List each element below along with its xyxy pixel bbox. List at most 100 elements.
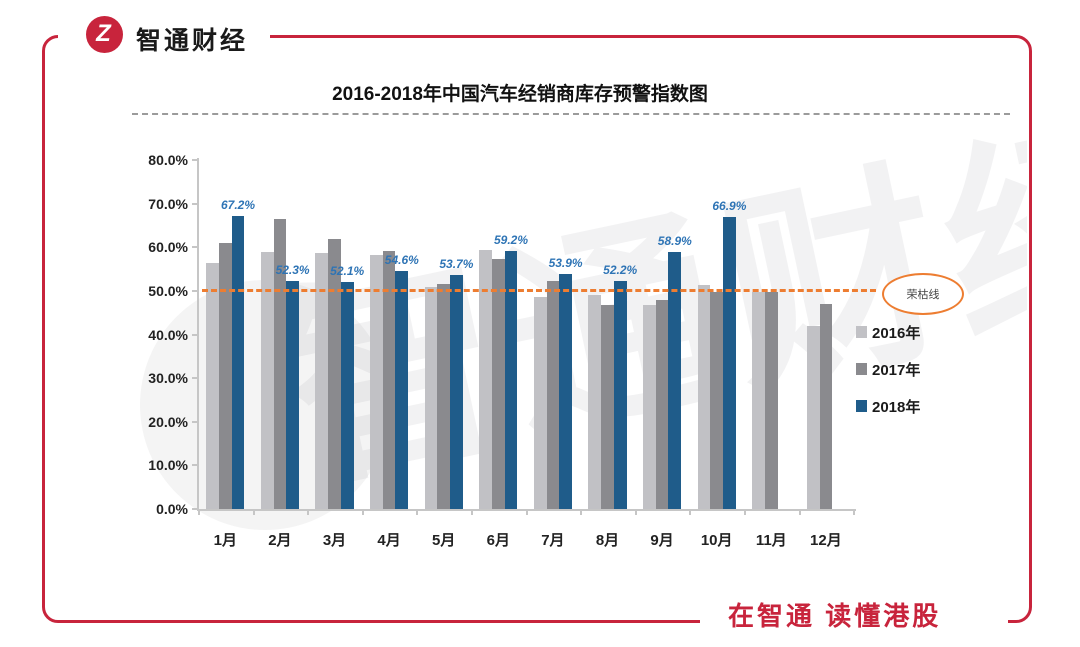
y-tick [192, 202, 197, 205]
bar-value-label: 52.1% [330, 263, 365, 278]
bar-2017年-8月 [601, 304, 614, 509]
bar-2016年-9月 [643, 305, 656, 509]
bar-2018年-1月 [231, 215, 245, 509]
y-tick-label: 70.0% [148, 195, 188, 212]
bar-value-label: 59.2% [493, 232, 529, 247]
x-tick [853, 509, 856, 515]
bar-2016年-3月 [315, 253, 329, 509]
bar-2017年-7月 [546, 281, 560, 509]
bar-2017年-4月 [382, 250, 396, 509]
x-tick-label: 8月 [595, 532, 620, 549]
bar-value-label: 53.9% [548, 255, 583, 270]
bar-2018年-7月 [559, 273, 572, 509]
y-tick-label: 50.0% [148, 282, 188, 299]
y-tick-label: 40.0% [148, 326, 188, 343]
zhitong-logo-icon: Z [86, 16, 123, 53]
y-tick [192, 333, 197, 336]
bar-2018年-2月 [286, 280, 299, 509]
decorative-frame [42, 35, 1032, 623]
threshold-line [202, 289, 876, 292]
legend: 2016年 2017年 2018年 [856, 324, 920, 435]
bar-2018年-5月 [450, 274, 463, 509]
x-tick-label: 3月 [322, 532, 347, 549]
logo-glyph: Z [96, 19, 111, 47]
legend-swatch-2017 [856, 363, 867, 375]
y-tick-label: 80.0% [148, 152, 188, 168]
bar-2017年-3月 [328, 239, 341, 509]
bar-value-label: 53.7% [439, 256, 474, 271]
bar-2018年-4月 [395, 270, 409, 509]
legend-label-2016: 2016年 [872, 324, 921, 342]
x-tick-label: 2月 [268, 532, 292, 549]
bar-2018年-10月 [723, 217, 736, 509]
y-tick [192, 508, 197, 510]
x-tick [744, 509, 746, 515]
legend-item-2018: 2018年 [856, 398, 921, 416]
legend-label-2018: 2018年 [872, 398, 921, 416]
bar-2018年-3月 [340, 281, 354, 509]
bar-2017年-11月 [764, 292, 778, 509]
x-tick [361, 509, 364, 515]
footer-slogan: 在智通 读懂港股 [728, 601, 942, 631]
legend-label-2017: 2017年 [872, 361, 921, 379]
bar-2016年-8月 [588, 295, 602, 509]
x-tick-label: 5月 [432, 532, 456, 549]
bar-2017年-1月 [218, 242, 232, 509]
legend-swatch-2016 [856, 326, 867, 338]
y-tick [192, 420, 197, 423]
x-tick [689, 509, 692, 515]
x-tick [252, 509, 255, 515]
y-tick [192, 159, 197, 161]
bar-2016年-11月 [752, 292, 765, 509]
x-tick [471, 509, 473, 515]
x-tick-label: 1月 [213, 532, 237, 549]
x-tick [798, 509, 801, 515]
title-separator [132, 113, 1010, 115]
x-tick-label: 10月 [700, 532, 733, 549]
y-tick-label: 60.0% [148, 239, 188, 256]
y-axis-line [197, 158, 199, 510]
bar-2016年-7月 [533, 296, 547, 509]
bar-value-label: 66.9% [712, 199, 747, 214]
chart-title: 2016-2018年中国汽车经销商库存预警指数图 [332, 84, 708, 105]
x-tick-label: 6月 [486, 532, 510, 549]
y-tick-label: 30.0% [148, 370, 188, 387]
brand-name: 智通财经 [136, 27, 249, 55]
x-tick-label: 7月 [541, 532, 565, 549]
bar-value-label: 58.9% [657, 234, 692, 249]
x-tick-label: 9月 [650, 532, 674, 549]
y-tick-label: 10.0% [148, 457, 188, 474]
legend-swatch-2018 [856, 400, 867, 412]
bar-2017年-6月 [491, 259, 505, 509]
y-tick [192, 289, 197, 292]
y-tick [192, 377, 197, 380]
bar-2017年-5月 [437, 284, 451, 509]
bar-value-label: 52.2% [603, 263, 638, 278]
y-tick-label: 20.0% [148, 413, 188, 430]
x-tick-label: 12月 [810, 532, 842, 549]
bar-2017年-10月 [710, 292, 724, 509]
bar-2018年-9月 [668, 252, 682, 509]
bar-value-label: 67.2% [220, 197, 256, 212]
y-tick-label: 0.0% [156, 501, 188, 517]
bar-value-label: 52.3% [275, 262, 310, 277]
threshold-annotation: 荣枯线 [882, 273, 964, 315]
bar-value-label: 54.6% [384, 252, 419, 267]
frame-gap-bottom [700, 612, 1008, 628]
bar-2017年-9月 [655, 299, 669, 509]
x-tick [416, 509, 419, 515]
bar-2016年-2月 [260, 252, 274, 509]
bar-2017年-12月 [819, 303, 833, 509]
bar-2016年-1月 [206, 263, 219, 509]
y-tick [192, 246, 197, 249]
y-tick [192, 464, 197, 467]
x-tick [307, 509, 310, 515]
legend-item-2017: 2017年 [856, 361, 921, 379]
bar-2016年-12月 [806, 325, 820, 509]
bar-2018年-8月 [613, 281, 627, 509]
bar-2018年-6月 [504, 250, 518, 509]
bar-2016年-6月 [479, 250, 492, 509]
x-tick-label: 4月 [377, 532, 401, 549]
